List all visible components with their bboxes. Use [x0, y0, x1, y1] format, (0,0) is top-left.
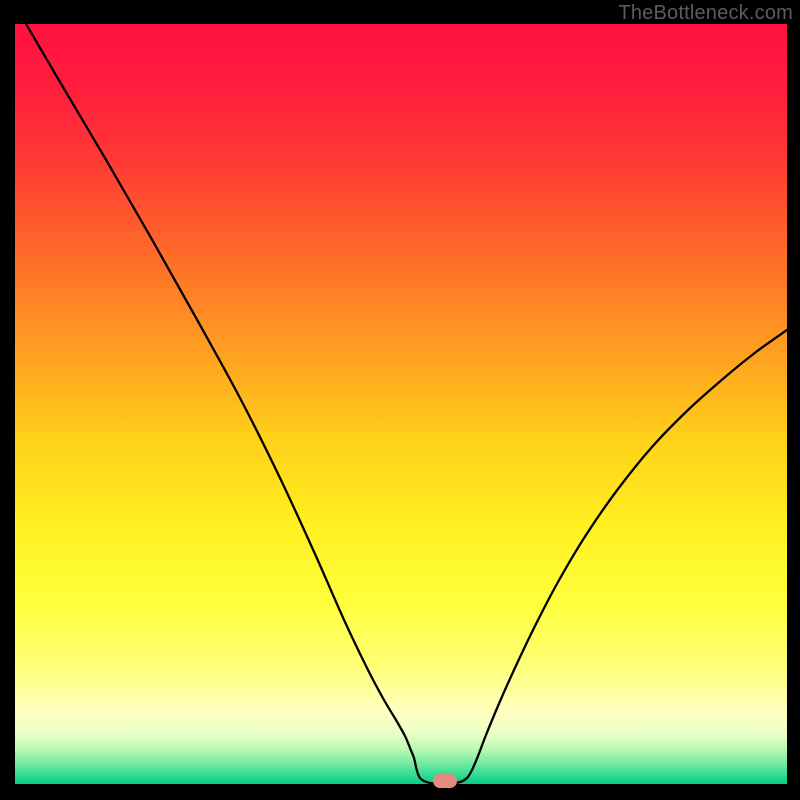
watermark-text: TheBottleneck.com [618, 2, 793, 25]
chart-container: { "image": { "width": 800, "height": 800… [0, 0, 800, 800]
optimal-point-marker [433, 774, 457, 788]
bottleneck-curve [15, 24, 787, 784]
bottleneck-curve-svg [15, 24, 787, 784]
plot-area [15, 24, 787, 784]
